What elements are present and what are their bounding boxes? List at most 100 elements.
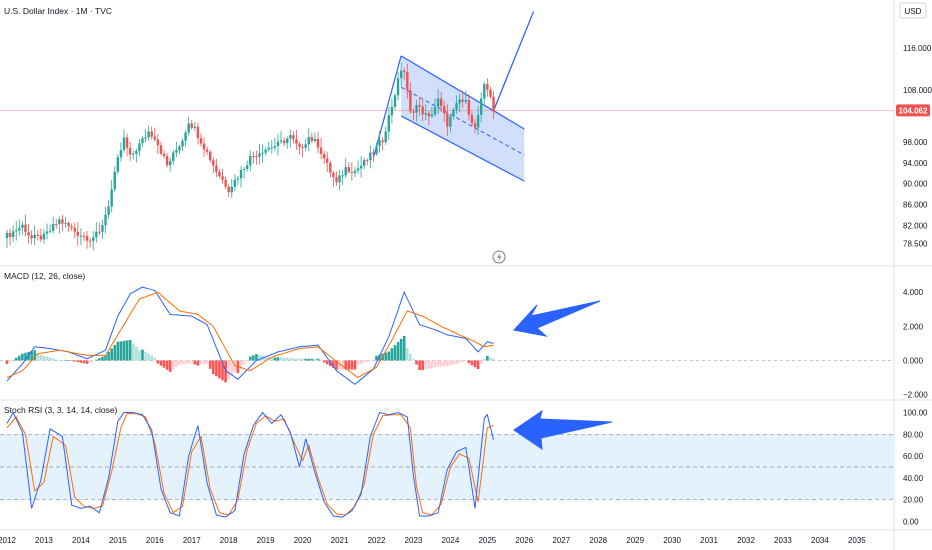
candle-body xyxy=(452,109,455,117)
macd-histogram-bar xyxy=(325,360,329,365)
price-tag-label: 104.062 xyxy=(899,106,928,115)
time-axis-tick: 2017 xyxy=(183,536,201,545)
macd-histogram-bar xyxy=(436,360,440,367)
candle-body xyxy=(267,147,270,150)
macd-histogram-bar xyxy=(67,360,70,361)
currency-box[interactable] xyxy=(899,2,927,19)
macd-histogram-bar xyxy=(39,354,43,361)
macd-histogram-bar xyxy=(396,342,400,361)
candle-body xyxy=(461,99,464,102)
candle-body xyxy=(347,167,350,173)
candle-body xyxy=(433,106,437,115)
candle-body xyxy=(138,143,141,151)
candle-body xyxy=(335,177,338,183)
candle-body xyxy=(289,135,292,139)
macd-histogram-bar xyxy=(233,360,237,372)
macd-histogram-bar xyxy=(36,353,40,361)
macd-histogram-bar xyxy=(258,354,261,361)
macd-histogram-bar xyxy=(128,340,132,361)
macd-histogram-bar xyxy=(165,360,169,370)
candle-body xyxy=(409,90,412,112)
candle-body xyxy=(58,219,61,225)
candle-body xyxy=(359,165,363,169)
candle-body xyxy=(221,176,224,180)
breakout-line[interactable] xyxy=(492,11,535,111)
time-axis-tick: 2014 xyxy=(72,536,90,545)
macd-histogram-bar xyxy=(199,360,203,365)
arrow-left-icon xyxy=(513,409,613,451)
macd-histogram-bar xyxy=(24,352,27,361)
candle-body xyxy=(15,230,18,232)
candle-body xyxy=(279,140,283,142)
candle-body xyxy=(387,115,391,132)
price-axis-tick: 108.000 xyxy=(903,86,932,95)
macd-histogram-bar xyxy=(332,360,335,368)
candle-body xyxy=(421,106,424,115)
macd-histogram-bar xyxy=(212,360,215,375)
candle-body xyxy=(436,98,440,107)
candle-body xyxy=(304,144,307,148)
macd-histogram-bar xyxy=(11,359,15,361)
macd-histogram-bar xyxy=(402,335,406,361)
macd-histogram-bar xyxy=(184,360,187,364)
macd-axis-tick: 0.000 xyxy=(903,356,924,365)
time-axis-tick: 2023 xyxy=(405,536,423,545)
candle-body xyxy=(362,160,366,166)
candle-body xyxy=(73,227,76,232)
trendline[interactable] xyxy=(372,55,402,158)
candle-body xyxy=(39,235,43,240)
stoch-axis-tick: 60.00 xyxy=(903,452,924,461)
macd-histogram-bar xyxy=(14,357,18,361)
candle-body xyxy=(415,105,418,113)
macd-histogram-bar xyxy=(178,360,181,365)
candle-body xyxy=(258,153,261,157)
macd-histogram-bar xyxy=(288,358,292,361)
time-axis-tick: 2030 xyxy=(663,536,681,545)
candle-body xyxy=(286,138,289,144)
macd-histogram-bar xyxy=(21,353,24,361)
macd-histogram-bar xyxy=(205,360,209,364)
candle-body xyxy=(224,179,227,187)
time-axis-tick: 2012 xyxy=(0,536,16,545)
time-axis-tick: 2027 xyxy=(552,536,570,545)
macd-histogram-bar xyxy=(350,360,354,370)
candle-body xyxy=(424,113,427,115)
macd-histogram-bar xyxy=(218,360,221,379)
candle-body xyxy=(464,100,467,102)
macd-histogram-bar xyxy=(489,357,492,361)
macd-histogram-bar xyxy=(319,360,323,361)
macd-histogram-bar xyxy=(113,345,117,361)
macd-histogram-bar xyxy=(446,360,449,367)
candle-body xyxy=(144,137,147,139)
price-axis-tick: 86.000 xyxy=(903,201,928,210)
macd-histogram-bar xyxy=(387,351,391,361)
candle-body xyxy=(430,114,434,117)
macd-histogram-bar xyxy=(393,345,397,361)
candle-body xyxy=(270,147,274,149)
candle-body xyxy=(165,156,169,166)
candle-body xyxy=(276,141,280,147)
lightning-icon[interactable] xyxy=(492,250,506,264)
candle-body xyxy=(261,152,264,154)
macd-label[interactable]: MACD (12, 26, close) xyxy=(4,271,85,281)
macd-histogram-bar xyxy=(202,360,206,365)
currency-label: USD xyxy=(905,7,922,16)
candle-body xyxy=(486,84,489,90)
macd-axis-tick: 4.000 xyxy=(903,288,924,297)
macd-histogram-bar xyxy=(307,358,311,361)
candle-body xyxy=(298,143,301,147)
price-axis-tick: 116.000 xyxy=(903,44,932,53)
candle-body xyxy=(489,89,492,97)
stoch-rsi-label[interactable]: Stoch RSI (3, 3, 14, 14, close) xyxy=(4,405,118,415)
candle-body xyxy=(239,170,243,179)
channel-lower-line[interactable] xyxy=(400,115,525,182)
macd-histogram-bar xyxy=(196,360,200,366)
macd-histogram-bar xyxy=(399,338,403,361)
candle-body xyxy=(230,186,233,193)
candle-body xyxy=(79,235,83,237)
macd-histogram-bar xyxy=(313,358,317,361)
macd-histogram-bar xyxy=(30,351,33,361)
macd-histogram-bar xyxy=(85,360,89,364)
macd-histogram-bar xyxy=(110,348,113,361)
time-axis-tick: 2025 xyxy=(478,536,496,545)
